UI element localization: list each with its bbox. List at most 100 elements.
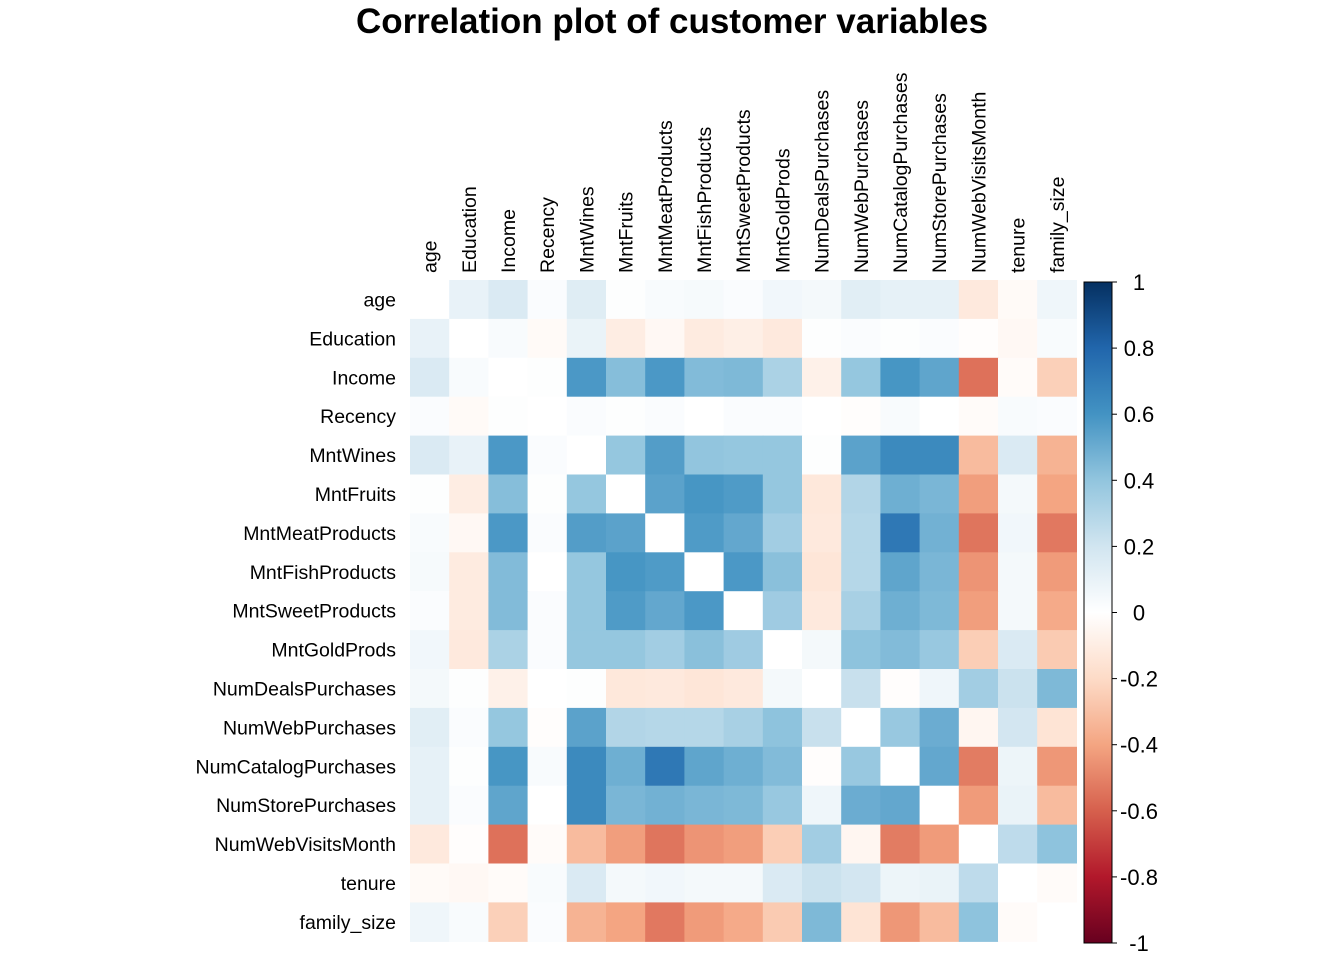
heatmap-cell — [802, 669, 842, 709]
row-label: tenure — [341, 873, 396, 895]
heatmap-cell — [684, 863, 725, 903]
heatmap-cell — [762, 396, 803, 437]
heatmap-cell — [684, 280, 725, 320]
row-label: NumWebVisitsMonth — [215, 834, 396, 856]
heatmap-cell — [488, 552, 529, 592]
heatmap-cell — [566, 630, 607, 670]
heatmap-cell — [958, 552, 999, 592]
heatmap-cell — [802, 746, 842, 787]
column-label: MntFishProducts — [694, 126, 716, 273]
heatmap-cell — [449, 707, 489, 748]
heatmap-cell — [488, 824, 529, 865]
heatmap-cell — [841, 669, 881, 709]
heatmap-cell — [645, 630, 685, 670]
row-label: age — [363, 289, 396, 311]
heatmap-cell — [762, 357, 803, 398]
heatmap-cell — [488, 396, 529, 437]
heatmap-cell — [998, 435, 1038, 476]
heatmap-cell — [645, 669, 685, 709]
heatmap-cell — [684, 669, 725, 709]
colorbar-tick-label: -1 — [1129, 931, 1149, 956]
heatmap-cell — [762, 474, 803, 514]
heatmap-cell — [645, 474, 685, 514]
heatmap-cell — [762, 746, 803, 787]
heatmap-cell — [802, 396, 842, 437]
heatmap-cell — [606, 280, 646, 320]
heatmap-cell — [919, 318, 960, 359]
heatmap-cell — [684, 318, 725, 359]
chart-title: Correlation plot of customer variables — [356, 2, 988, 41]
heatmap-cell — [919, 474, 960, 514]
heatmap-cell — [1037, 669, 1077, 709]
heatmap-cell — [410, 902, 450, 942]
heatmap-cell — [449, 318, 489, 359]
heatmap-cell — [880, 669, 921, 709]
heatmap-cell — [488, 357, 529, 398]
row-label: MntMeatProducts — [243, 523, 396, 545]
column-label: MntMeatProducts — [655, 120, 677, 273]
heatmap-cell — [449, 396, 489, 437]
heatmap-cell — [880, 318, 921, 359]
heatmap-cell — [566, 318, 607, 359]
heatmap-cell — [410, 669, 450, 709]
heatmap-cell — [606, 357, 646, 398]
heatmap-cell — [488, 435, 529, 476]
heatmap-cell — [958, 863, 999, 903]
heatmap-cell — [527, 552, 568, 592]
column-label: NumStorePurchases — [929, 93, 951, 273]
heatmap-cell — [802, 318, 842, 359]
heatmap-cell — [566, 474, 607, 514]
heatmap-cell — [566, 280, 607, 320]
heatmap-cell — [841, 552, 881, 592]
heatmap-cell — [527, 902, 568, 942]
heatmap-cell — [606, 669, 646, 709]
heatmap-cell — [1037, 357, 1077, 398]
row-label: MntWines — [309, 445, 396, 467]
heatmap-cell — [841, 435, 881, 476]
row-label: Education — [309, 328, 396, 350]
heatmap-cell — [645, 902, 685, 942]
heatmap-cell — [841, 863, 881, 903]
heatmap-cell — [684, 513, 725, 553]
row-label: MntSweetProducts — [232, 601, 396, 623]
heatmap-cell — [488, 707, 529, 748]
heatmap-cell — [919, 591, 960, 631]
heatmap-cell — [527, 707, 568, 748]
heatmap-cell — [762, 669, 803, 709]
row-labels: age Education Income Recency MntWines MntFrui… — [195, 289, 396, 933]
heatmap-cell — [762, 552, 803, 592]
heatmap-cell — [998, 785, 1038, 826]
heatmap-cell — [488, 280, 529, 320]
heatmap-cell — [645, 280, 685, 320]
heatmap-cell — [919, 824, 960, 865]
heatmap-cell — [645, 435, 685, 476]
heatmap-cell — [919, 785, 960, 826]
heatmap-cell — [410, 863, 450, 903]
heatmap-cell — [645, 863, 685, 903]
heatmap-cell — [449, 591, 489, 631]
colorbar-tick-label: -0.8 — [1120, 865, 1158, 890]
row-label: NumWebPurchases — [223, 717, 396, 739]
column-label: NumWebVisitsMonth — [968, 92, 990, 273]
heatmap-cell — [410, 707, 450, 748]
heatmap-cell — [880, 707, 921, 748]
heatmap-cell — [645, 785, 685, 826]
heatmap-cell — [684, 591, 725, 631]
heatmap-cell — [958, 357, 999, 398]
heatmap-cell — [645, 513, 685, 553]
heatmap-cell — [802, 863, 842, 903]
heatmap-cell — [1037, 707, 1077, 748]
heatmap-cell — [410, 824, 450, 865]
heatmap-cell — [410, 435, 450, 476]
heatmap-cell — [684, 707, 725, 748]
heatmap-cell — [566, 707, 607, 748]
heatmap-cell — [488, 863, 529, 903]
heatmap-cell — [527, 863, 568, 903]
heatmap-cell — [488, 513, 529, 553]
heatmap-cell — [566, 902, 607, 942]
heatmap-cell — [880, 435, 921, 476]
heatmap-cell — [410, 591, 450, 631]
heatmap-cell — [880, 746, 921, 787]
column-label: family_size — [1047, 177, 1069, 273]
heatmap-cell — [527, 591, 568, 631]
